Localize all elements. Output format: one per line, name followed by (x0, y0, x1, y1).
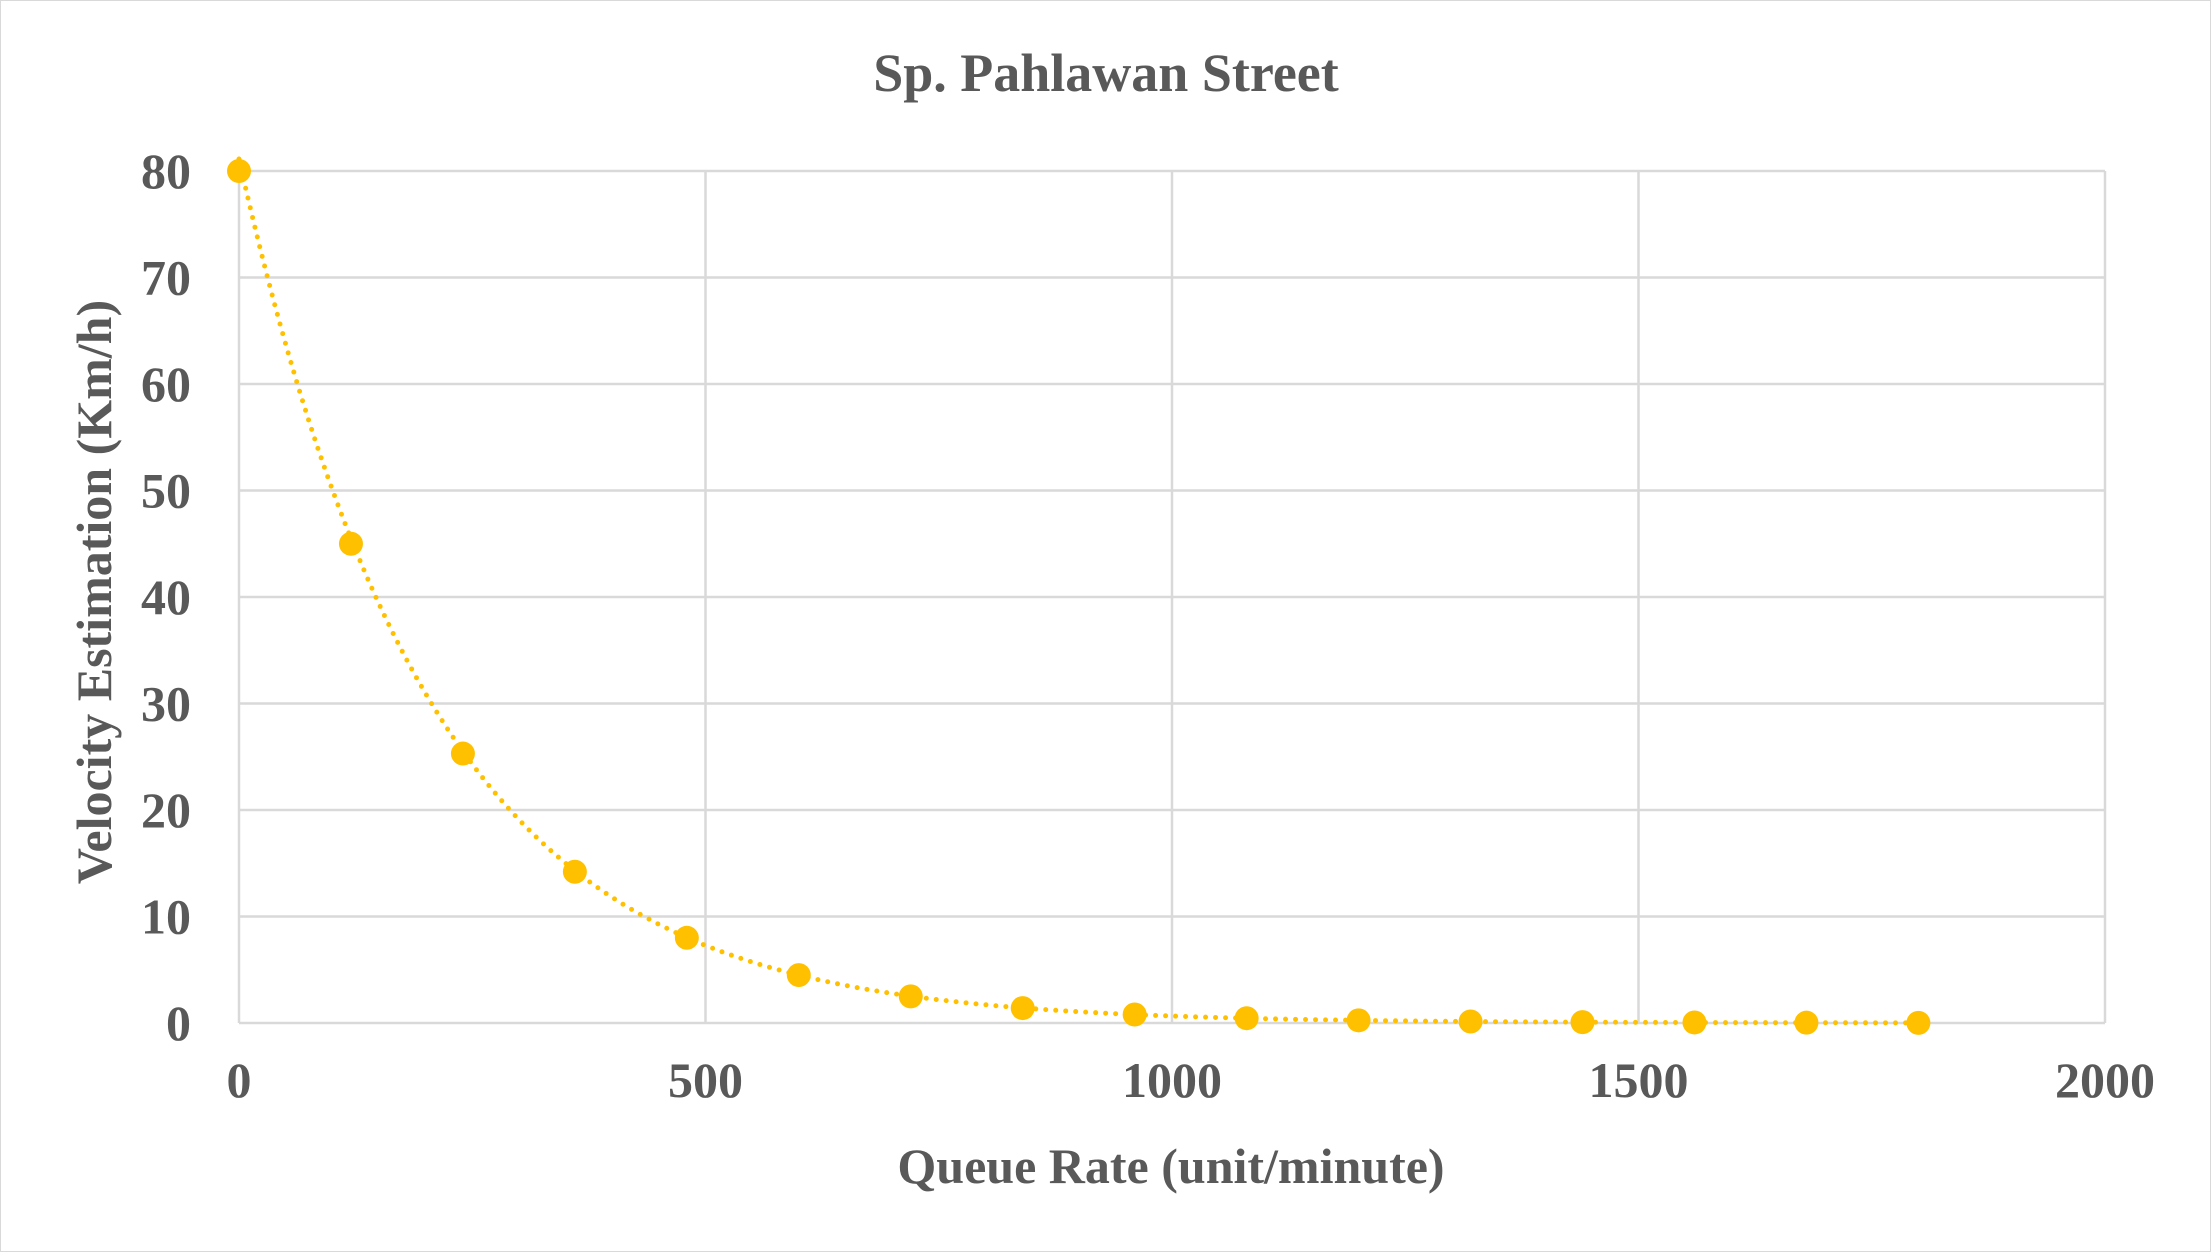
x-axis-label: Queue Rate (unit/minute) (897, 1138, 1444, 1194)
x-tick-label: 1500 (1589, 1052, 1689, 1108)
y-tick-label: 10 (141, 889, 191, 945)
y-tick-label: 80 (141, 143, 191, 199)
data-point (1682, 1010, 1707, 1035)
data-point (1794, 1010, 1819, 1035)
x-tick-label: 2000 (2055, 1052, 2155, 1108)
y-tick-label: 40 (141, 569, 191, 625)
data-point (1346, 1008, 1371, 1033)
trendline (236, 156, 1921, 1026)
y-tick-label: 70 (141, 250, 191, 306)
x-tick-labels: 0 500 1000 1500 2000 (227, 1052, 2156, 1108)
data-point (338, 531, 363, 556)
y-axis-label: Velocity Estimation (Km/h) (66, 300, 122, 884)
data-point (1122, 1002, 1147, 1027)
data-point (450, 741, 475, 766)
data-point (1458, 1009, 1483, 1034)
data-point (1234, 1006, 1259, 1031)
data-points (227, 159, 1931, 1035)
y-tick-label: 20 (141, 782, 191, 838)
data-point (227, 159, 251, 183)
exponential-trendline (236, 156, 1921, 1026)
y-tick-label: 30 (141, 676, 191, 732)
gridlines (237, 169, 2107, 1025)
data-point (1906, 1010, 1931, 1035)
data-point (674, 925, 699, 950)
data-point (1570, 1010, 1595, 1035)
data-point (562, 859, 587, 884)
data-point (786, 963, 811, 988)
y-tick-label: 50 (141, 463, 191, 519)
x-tick-label: 1000 (1122, 1052, 1222, 1108)
x-tick-label: 0 (227, 1052, 252, 1108)
y-tick-labels: 0 10 20 30 40 50 60 70 80 (141, 143, 191, 1051)
y-tick-label: 0 (166, 995, 191, 1051)
data-point (898, 984, 923, 1009)
data-point (1010, 996, 1035, 1021)
x-tick-label: 500 (668, 1052, 743, 1108)
y-tick-label: 60 (141, 356, 191, 412)
chart-title: Sp. Pahlawan Street (873, 43, 1339, 103)
